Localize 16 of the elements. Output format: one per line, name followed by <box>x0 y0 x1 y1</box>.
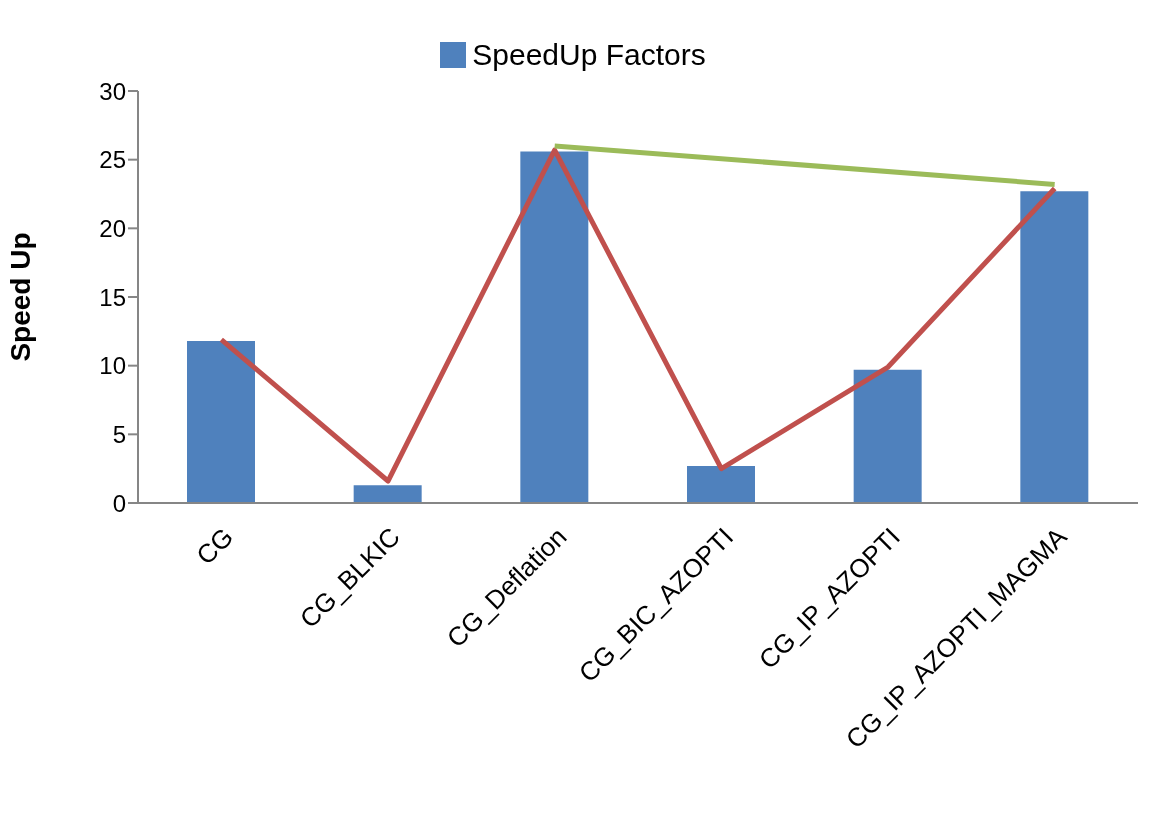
bar <box>187 340 255 503</box>
y-tick-label: 30 <box>99 77 126 105</box>
bar <box>1020 191 1089 503</box>
y-tick-label: 10 <box>99 352 126 380</box>
bar <box>687 465 755 503</box>
y-tick-label: 15 <box>99 283 126 311</box>
bar <box>353 485 422 503</box>
legend-label: SpeedUp Factors <box>472 38 706 72</box>
y-tick-label: 5 <box>112 420 126 448</box>
y-tick-label: 20 <box>99 214 126 242</box>
x-tick-label: CG <box>190 521 240 571</box>
y-tick-label: 25 <box>99 146 126 174</box>
bar <box>520 151 589 503</box>
bar <box>853 369 922 503</box>
y-axis-title: Speed Up <box>4 232 36 362</box>
y-tick-label: 0 <box>112 489 126 517</box>
